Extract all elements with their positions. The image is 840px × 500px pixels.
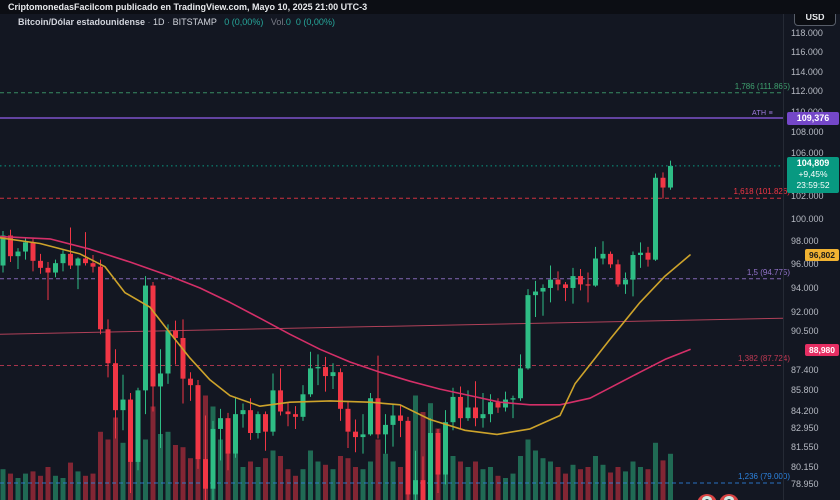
fib-level-label: 1,786 (111.865) bbox=[734, 81, 790, 91]
ath-price-label: 109,376 bbox=[787, 111, 839, 125]
volume-label: Vol. bbox=[270, 17, 286, 27]
price-scale[interactable]: USD 118.000116.000114.000112.000110.0001… bbox=[783, 0, 840, 500]
ma-fast-price-label: 96,802 bbox=[805, 248, 839, 261]
last-price-countdown: 23:59:52 bbox=[796, 179, 830, 190]
fib-level-label: 1,5 (94.775) bbox=[746, 267, 790, 277]
publisher-text: CriptomonedasFacilcom publicado en Tradi… bbox=[8, 2, 368, 12]
price-tick: 90.500 bbox=[791, 325, 819, 336]
fib-level-label: 1,382 (87.724) bbox=[737, 354, 790, 364]
ma-slow-price-label: 88,980 bbox=[805, 343, 839, 356]
volume-value: 0 bbox=[285, 17, 291, 27]
price-tick: 85.800 bbox=[791, 385, 819, 396]
symbol-name: Bitcoin/Dólar estadounidense bbox=[18, 17, 146, 27]
last-price-value: 104,809 bbox=[796, 157, 830, 168]
price-tick: 82.950 bbox=[791, 423, 819, 434]
price-tick: 98.000 bbox=[791, 236, 819, 247]
price-tick: 96.000 bbox=[791, 259, 819, 270]
price-tick: 84.200 bbox=[791, 406, 819, 417]
exchange-label: BITSTAMP bbox=[172, 17, 217, 27]
fib-level-label: 1,236 (79.000) bbox=[737, 472, 790, 481]
price-tick: 92.000 bbox=[791, 307, 819, 318]
volume-change: 0 (0,00%) bbox=[295, 17, 335, 27]
price-tick: 94.000 bbox=[791, 282, 819, 293]
price-tick: 112.000 bbox=[791, 86, 823, 97]
publisher-bar: CriptomonedasFacilcom publicado en Tradi… bbox=[0, 0, 840, 14]
price-tick: 118.000 bbox=[791, 27, 823, 38]
price-tick: 110.000 bbox=[791, 107, 823, 117]
price-tick: 106.000 bbox=[791, 148, 824, 159]
last-price-label: 104,809 +9,45% 23:59:52 bbox=[787, 156, 839, 193]
price-tick: 108.000 bbox=[791, 127, 824, 138]
price-tick: 78.950 bbox=[791, 478, 819, 489]
price-tick: 102.000 bbox=[791, 191, 824, 202]
last-price-change: +9,45% bbox=[798, 168, 828, 179]
fib-level-label: 1,618 (101.826) bbox=[733, 187, 791, 197]
price-tick: 100.000 bbox=[791, 213, 824, 224]
change-value: 0 (0,00%) bbox=[224, 17, 264, 27]
price-tick: 80.150 bbox=[791, 461, 819, 472]
interval-label: 1D bbox=[153, 17, 165, 27]
price-tick: 116.000 bbox=[791, 47, 823, 57]
symbol-legend: Bitcoin/Dólar estadounidense · 1D · BITS… bbox=[18, 17, 335, 27]
price-tick: 81.550 bbox=[791, 442, 819, 453]
price-tick: 114.000 bbox=[791, 66, 823, 77]
price-tick: 87.400 bbox=[791, 364, 819, 375]
ath-line-label: ATH ≡ bbox=[752, 109, 774, 117]
